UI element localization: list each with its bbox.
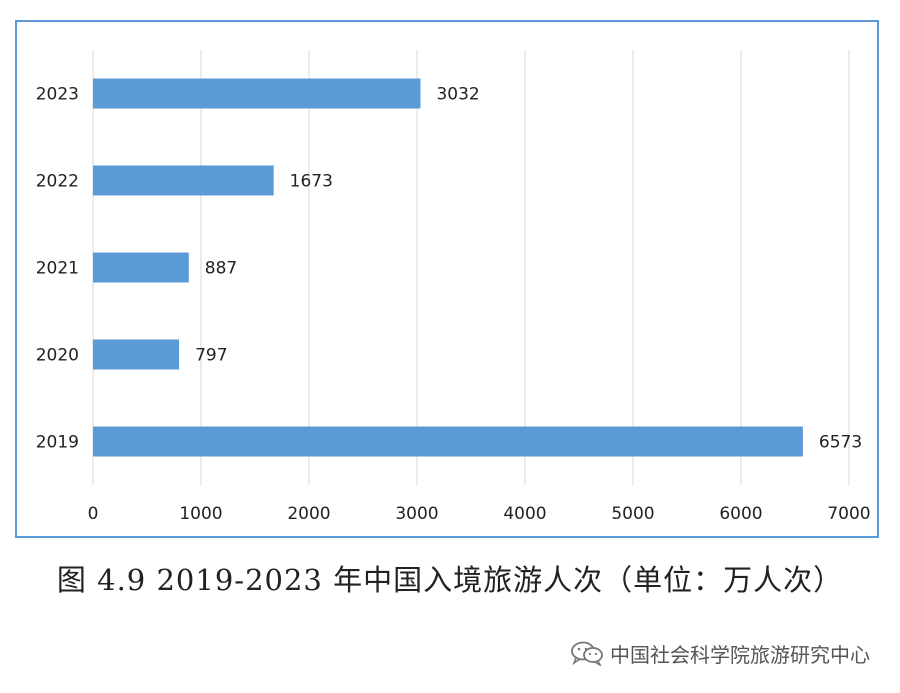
- bar-2019: [93, 426, 803, 457]
- chart-frame: 0 1000 2000 3000 4000 5000 6000 7000 2023 3032 202…: [15, 20, 879, 538]
- wechat-icon: [571, 641, 603, 666]
- data-label: 6573: [819, 433, 862, 453]
- y-category-label: 2019: [36, 433, 79, 453]
- y-category-label: 2023: [36, 85, 79, 105]
- x-tick-label: 6000: [719, 504, 762, 524]
- figure-caption: 图 4.9 2019-2023 年中国入境旅游人次（单位：万人次）: [56, 563, 844, 597]
- data-label: 797: [195, 346, 227, 366]
- y-category-label: 2022: [36, 172, 79, 192]
- x-tick-label: 7000: [827, 504, 870, 524]
- bar-2020: [93, 339, 180, 370]
- y-category-label: 2020: [36, 346, 79, 366]
- bar-2021: [93, 252, 189, 283]
- x-tick-label: 0: [88, 504, 99, 524]
- watermark: 中国社会科学院旅游研究中心: [570, 638, 870, 668]
- data-label: 887: [205, 259, 237, 279]
- data-label: 1673: [290, 172, 333, 192]
- data-label: 3032: [436, 85, 479, 105]
- x-tick-label: 5000: [611, 504, 654, 524]
- bar-chart: 0 1000 2000 3000 4000 5000 6000 7000 2023 3032 202…: [36, 50, 871, 524]
- x-tick-label: 1000: [179, 504, 222, 524]
- x-tick-label: 2000: [287, 504, 330, 524]
- x-tick-label: 3000: [395, 504, 438, 524]
- watermark-text: 中国社会科学院旅游研究中心: [610, 642, 870, 667]
- y-category-label: 2021: [36, 259, 79, 279]
- bar-2023: [93, 78, 421, 109]
- x-tick-label: 4000: [503, 504, 546, 524]
- bar-2022: [93, 165, 274, 196]
